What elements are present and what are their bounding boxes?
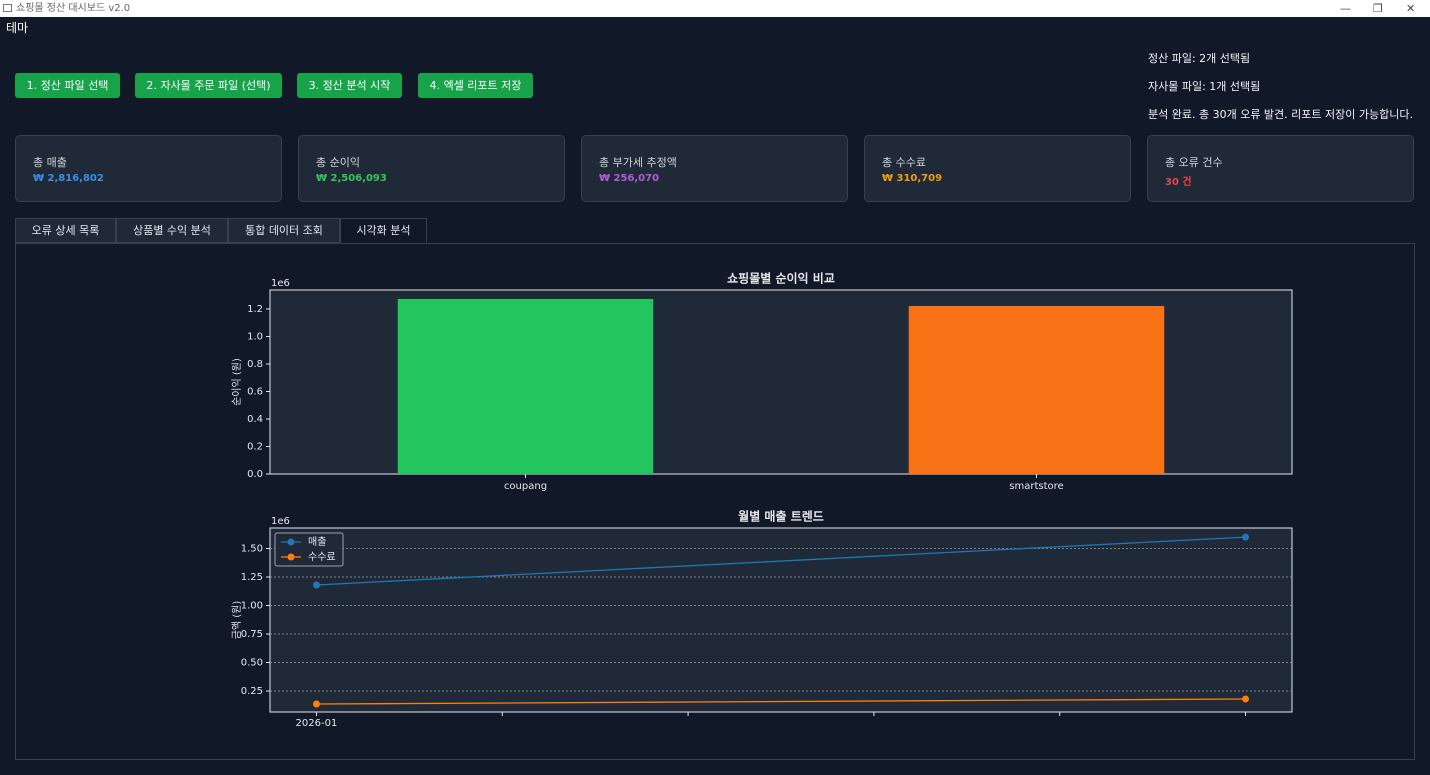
y-tick-label: 1.2 <box>247 304 263 315</box>
y-tick-label: 1.50 <box>241 544 263 555</box>
y-tick-label: 0.8 <box>247 359 263 370</box>
button[interactable]: 3. 정산 분석 시작 <box>297 73 402 98</box>
y-offset-label: 1e6 <box>271 278 290 289</box>
legend-marker <box>287 553 295 561</box>
title-bar: 쇼핑몰 정산 대시보드 v2.0 — ❐ ✕ <box>0 0 1430 17</box>
card-label: 총 오류 건수 <box>1165 156 1223 169</box>
chart-title: 쇼핑몰별 순이익 비교 <box>727 271 835 286</box>
legend-label: 수수료 <box>308 551 336 563</box>
x-tick-label: coupang <box>504 481 547 492</box>
tab[interactable]: 상품별 수익 분석 <box>116 218 228 243</box>
card-label: 총 순이익 <box>316 156 360 169</box>
card-value: ₩ 2,816,802 <box>33 173 104 184</box>
summary-card: 총 부가세 추정액 ₩ 256,070 <box>581 135 848 202</box>
card-label: 총 부가세 추정액 <box>599 156 677 169</box>
y-tick-label: 1.00 <box>241 601 263 612</box>
card-value: ₩ 256,070 <box>599 173 660 184</box>
summary-card: 총 오류 건수 30 건 <box>1147 135 1414 202</box>
y-tick-label: 0.25 <box>241 686 263 697</box>
y-tick-label: 0.75 <box>241 629 263 640</box>
y-offset-label: 1e6 <box>271 516 290 527</box>
series-line <box>316 698 1246 705</box>
legend-marker <box>287 538 295 546</box>
y-tick-label: 0.2 <box>247 441 263 452</box>
y-axis-label: 금액 (원) <box>231 601 243 640</box>
x-tick-label: smartstore <box>1009 481 1063 492</box>
series-marker <box>1242 695 1250 703</box>
x-tick-label: 2026-01 <box>296 718 338 729</box>
restore-button[interactable]: ❐ <box>1373 2 1383 15</box>
tab-panel <box>15 243 1415 760</box>
series-marker <box>312 581 320 589</box>
series-marker <box>312 700 320 708</box>
summary-card: 총 순이익 ₩ 2,506,093 <box>298 135 565 202</box>
y-tick-label: 0.0 <box>247 469 263 480</box>
status-text: 정산 파일: 2개 선택됨 <box>1148 52 1251 65</box>
y-tick-label: 1.25 <box>241 572 263 583</box>
close-button[interactable]: ✕ <box>1406 2 1416 15</box>
summary-card: 총 수수료 ₩ 310,709 <box>864 135 1131 202</box>
legend-label: 매출 <box>308 536 326 548</box>
button[interactable]: 4. 엑셀 리포트 저장 <box>418 73 533 98</box>
y-axis-label: 순이익 (원) <box>231 358 243 406</box>
minimize-button[interactable]: — <box>1340 2 1351 15</box>
status-text: 자사몰 파일: 1개 선택됨 <box>1148 80 1261 93</box>
app-icon <box>3 4 12 12</box>
plot-area <box>269 527 1293 713</box>
summary-card: 총 매출 ₩ 2,816,802 <box>15 135 282 202</box>
y-tick-label: 1.0 <box>247 331 263 342</box>
menu-item[interactable]: 테마 <box>6 21 29 35</box>
chart-title: 월별 매출 트렌드 <box>738 509 824 524</box>
y-tick-label: 0.6 <box>247 386 263 397</box>
button[interactable]: 1. 정산 파일 선택 <box>15 73 120 98</box>
card-label: 총 매출 <box>33 156 67 169</box>
y-tick-label: 0.50 <box>241 658 263 669</box>
tab[interactable]: 시각화 분석 <box>340 218 427 243</box>
card-value: ₩ 310,709 <box>882 173 943 184</box>
status-text: 분석 완료. 총 30개 오류 발견. 리포트 저장이 가능합니다. <box>1148 108 1413 121</box>
series-marker <box>1242 533 1250 541</box>
tab[interactable]: 오류 상세 목록 <box>15 218 116 243</box>
card-label: 총 수수료 <box>882 156 926 169</box>
tab[interactable]: 통합 데이터 조회 <box>228 218 340 243</box>
series-line <box>316 536 1246 586</box>
button[interactable]: 2. 자사몰 주문 파일 (선택) <box>135 73 282 98</box>
card-value: ₩ 2,506,093 <box>316 173 387 184</box>
bar <box>397 298 654 474</box>
y-tick-label: 0.4 <box>247 414 263 425</box>
bar <box>908 305 1165 474</box>
card-value: 30 건 <box>1165 177 1192 188</box>
window-title: 쇼핑몰 정산 대시보드 v2.0 <box>16 3 131 14</box>
